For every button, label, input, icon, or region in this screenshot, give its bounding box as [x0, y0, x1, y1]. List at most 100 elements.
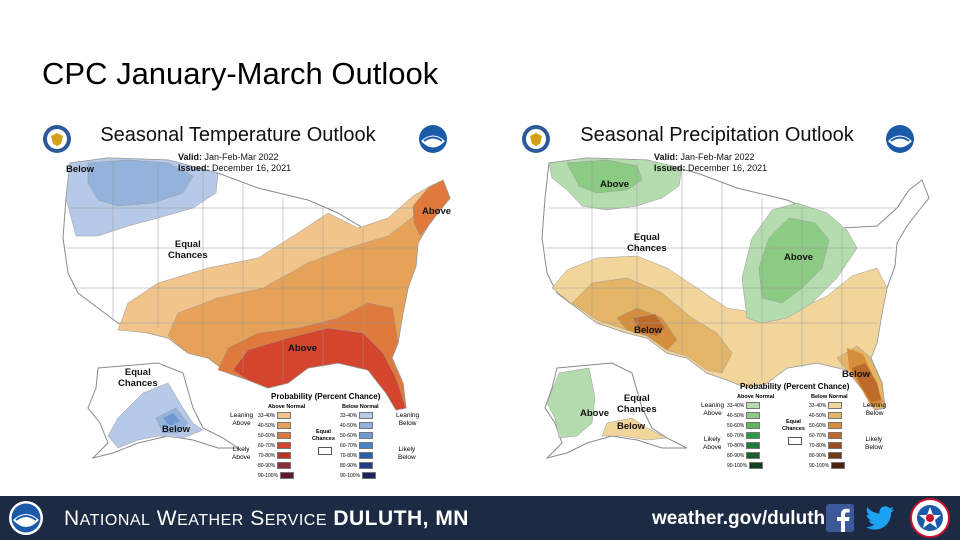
temperature-title: Seasonal Temperature Outlook [100, 124, 376, 146]
legend-range-label: 60-70% [340, 442, 358, 449]
precipitation-meta: Valid: Jan-Feb-Mar 2022 Issued: December… [654, 152, 768, 173]
legend-swatch [359, 422, 374, 429]
legend-swatch [831, 462, 846, 469]
nws-logo-icon [910, 498, 950, 538]
legend-row-right: 90-100% [340, 472, 377, 479]
legend-row-right: 80-90% [340, 462, 374, 469]
legend-row-left: 50-60% [258, 432, 292, 439]
slide-title: CPC January-March Outlook [42, 56, 439, 91]
legend-row-left: 70-80% [727, 442, 761, 449]
legend-range-label: 80-90% [340, 462, 358, 469]
map-label-ak-above: Above [580, 408, 610, 419]
legend-swatch [746, 412, 761, 419]
legend-swatch [746, 432, 761, 439]
temperature-meta: Valid: Jan-Feb-Mar 2022 Issued: December… [178, 152, 292, 173]
legend-swatch [746, 402, 761, 409]
legend-range-label: 90-100% [809, 462, 830, 469]
equal-chances-swatch [318, 447, 332, 455]
precipitation-outlook-panel: Seasonal Precipitation Outlook Valid: Ja… [497, 118, 937, 488]
temperature-outlook-panel: Seasonal Temperature Outlook Valid: Jan-… [18, 118, 458, 488]
legend-row-right: 50-60% [340, 432, 374, 439]
legend-row-right: 33-40% [809, 402, 843, 409]
legend-swatch [359, 462, 374, 469]
legend-swatch [362, 472, 377, 479]
legend-row-left: 50-60% [727, 422, 761, 429]
precipitation-map [541, 157, 930, 459]
legend-swatch [277, 462, 292, 469]
map-label-equal-chances: Equal Chances [168, 239, 208, 261]
map-label-ak-equal: Equal Chances [118, 367, 158, 389]
legend-swatch [828, 442, 843, 449]
map-label-above-south: Above [288, 343, 318, 354]
legend-swatch [746, 422, 761, 429]
legend-row-right: 33-40% [340, 412, 374, 419]
map-label-above-midwest: Above [784, 252, 814, 263]
legend-swatch [828, 412, 843, 419]
legend-swatch [746, 452, 761, 459]
legend-range-label: 40-50% [340, 422, 358, 429]
legend-range-label: 70-80% [340, 452, 358, 459]
legend-range-label: 70-80% [258, 452, 276, 459]
map-label-ak-below: Below [617, 421, 645, 432]
legend-swatch [828, 452, 843, 459]
legend-range-label: 40-50% [809, 412, 827, 419]
legend-swatch [828, 402, 843, 409]
legend-range-label: 50-60% [340, 432, 358, 439]
legend-row-right: 50-60% [809, 422, 843, 429]
twitter-icon[interactable] [866, 504, 896, 532]
legend-range-label: 90-100% [727, 462, 748, 469]
legend-range-label: 50-60% [727, 422, 745, 429]
legend-row-left: 80-90% [258, 462, 292, 469]
legend-swatch [359, 432, 374, 439]
legend-range-label: 80-90% [809, 452, 827, 459]
legend-range-label: 90-100% [258, 472, 279, 479]
legend-row-right: 40-50% [809, 412, 843, 419]
map-label-below-nw: Below [66, 164, 94, 175]
legend-row-left: 90-100% [258, 472, 295, 479]
legend-row-right: 90-100% [809, 462, 846, 469]
legend-swatch [277, 432, 292, 439]
legend-range-label: 90-100% [340, 472, 361, 479]
legend-row-left: 40-50% [727, 412, 761, 419]
legend-range-label: 40-50% [258, 422, 276, 429]
facebook-icon[interactable] [826, 504, 854, 532]
legend-swatch [359, 442, 374, 449]
legend-swatch [277, 442, 292, 449]
legend-row-left: 33-40% [727, 402, 761, 409]
legend-row-left: 40-50% [258, 422, 292, 429]
footer-bar: NATIONAL WEATHER SERVICE DULUTH, MN weat… [0, 496, 960, 540]
legend-row-right: 80-90% [809, 452, 843, 459]
doc-seal-icon [43, 125, 71, 153]
legend-swatch [277, 422, 292, 429]
legend-range-label: 70-80% [809, 442, 827, 449]
legend-row-left: 60-70% [727, 432, 761, 439]
legend-swatch [828, 422, 843, 429]
legend-range-label: 60-70% [809, 432, 827, 439]
legend-swatch [277, 412, 292, 419]
footer-website-link[interactable]: weather.gov/duluth [652, 508, 826, 529]
temperature-map [62, 157, 451, 459]
legend-row-right: 70-80% [340, 452, 374, 459]
legend-swatch [359, 452, 374, 459]
legend-row-right: 70-80% [809, 442, 843, 449]
noaa-logo-icon [9, 501, 43, 535]
legend-row-right: 60-70% [809, 432, 843, 439]
legend-swatch [749, 462, 764, 469]
legend-range-label: 33-40% [340, 412, 358, 419]
map-label-ak-equal: Equal Chances [617, 393, 657, 415]
map-label-above-nw: Above [600, 179, 630, 190]
equal-chances-swatch [788, 437, 802, 445]
legend-row-left: 90-100% [727, 462, 764, 469]
legend-row-right: 40-50% [340, 422, 374, 429]
legend-row-left: 70-80% [258, 452, 292, 459]
doc-seal-icon [522, 125, 550, 153]
legend-range-label: 80-90% [727, 452, 745, 459]
legend-range-label: 33-40% [727, 402, 745, 409]
legend-swatch [746, 442, 761, 449]
noaa-logo-icon [419, 125, 447, 153]
legend-row-left: 80-90% [727, 452, 761, 459]
map-label-below-fl: Below [842, 369, 870, 380]
legend-swatch [277, 452, 292, 459]
legend-range-label: 70-80% [727, 442, 745, 449]
map-label-below-tx: Below [634, 325, 662, 336]
